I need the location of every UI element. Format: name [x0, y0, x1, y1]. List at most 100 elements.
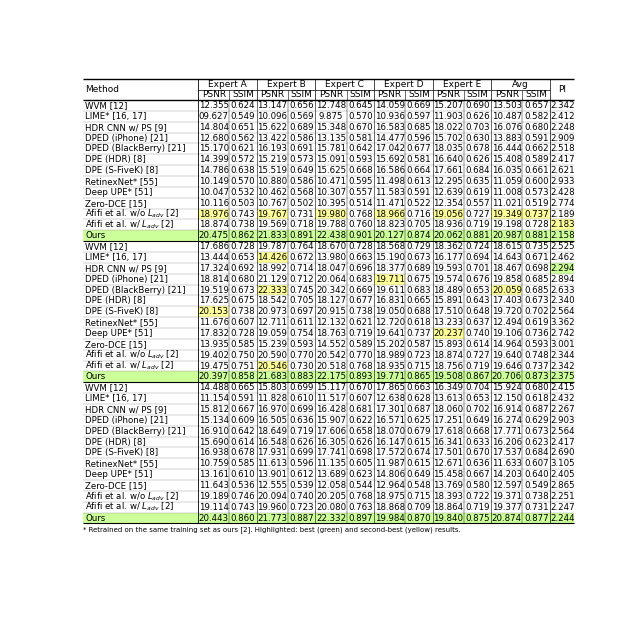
Text: 16.177: 16.177: [433, 253, 463, 262]
Text: 0.670: 0.670: [348, 384, 372, 392]
Text: 15.924: 15.924: [492, 384, 522, 392]
Text: LIME* [16, 17]: LIME* [16, 17]: [85, 394, 147, 403]
Text: 18.874: 18.874: [433, 351, 463, 359]
Text: 12.355: 12.355: [198, 101, 228, 110]
Text: 0.573: 0.573: [289, 156, 314, 164]
Text: 0.638: 0.638: [231, 166, 255, 175]
Text: 0.883: 0.883: [289, 372, 314, 382]
Text: 14.552: 14.552: [316, 340, 346, 349]
Text: 22.438: 22.438: [316, 231, 346, 240]
Text: 16.910: 16.910: [199, 427, 228, 436]
Text: 19.377: 19.377: [492, 503, 522, 512]
Bar: [464, 512, 492, 523]
Text: 2.865: 2.865: [550, 481, 575, 490]
Text: 0.587: 0.587: [406, 340, 431, 349]
Text: DPE (S-FiveK) [8]: DPE (S-FiveK) [8]: [85, 448, 159, 457]
Text: SSIM: SSIM: [349, 90, 371, 99]
Text: 12.671: 12.671: [433, 459, 463, 468]
Text: 10.767: 10.767: [257, 199, 287, 208]
Text: 0.760: 0.760: [348, 220, 372, 229]
Text: 0.624: 0.624: [231, 101, 255, 110]
Text: 2.933: 2.933: [550, 177, 575, 186]
Text: 18.989: 18.989: [374, 351, 404, 359]
Text: 2.428: 2.428: [550, 188, 575, 197]
Text: 15.812: 15.812: [198, 405, 228, 414]
Text: 10.149: 10.149: [199, 177, 228, 186]
Text: 13.901: 13.901: [257, 470, 287, 479]
Text: 0.648: 0.648: [465, 307, 490, 316]
Text: 0.719: 0.719: [465, 220, 490, 229]
Text: 0.736: 0.736: [524, 329, 548, 338]
Text: 15.458: 15.458: [433, 470, 463, 479]
Text: 17.931: 17.931: [257, 448, 287, 457]
Text: Afifi et al. w/o $L_{adv}$ [2]: Afifi et al. w/o $L_{adv}$ [2]: [85, 349, 180, 361]
Text: 21.833: 21.833: [257, 231, 287, 240]
Text: 0.582: 0.582: [524, 112, 548, 121]
Text: 0.612: 0.612: [289, 470, 314, 479]
Text: 19.960: 19.960: [257, 503, 287, 512]
Text: 17.865: 17.865: [374, 384, 404, 392]
Text: 14.804: 14.804: [198, 123, 228, 131]
Text: 18.823: 18.823: [374, 220, 404, 229]
Text: 2.462: 2.462: [550, 253, 575, 262]
Text: 12.680: 12.680: [198, 133, 228, 143]
Text: 19.711: 19.711: [374, 275, 404, 284]
Text: 0.677: 0.677: [348, 297, 372, 305]
Text: RetinexNet* [55]: RetinexNet* [55]: [85, 318, 158, 327]
Bar: [83, 512, 198, 523]
Text: 0.591: 0.591: [231, 394, 255, 403]
Text: 2.564: 2.564: [550, 427, 575, 436]
Text: 2.405: 2.405: [550, 470, 575, 479]
Text: 0.585: 0.585: [231, 340, 255, 349]
Text: HDR CNN w/ PS [9]: HDR CNN w/ PS [9]: [85, 123, 167, 131]
Text: 0.701: 0.701: [465, 264, 490, 273]
Text: PSNR: PSNR: [378, 90, 402, 99]
Text: 19.569: 19.569: [257, 220, 287, 229]
Text: 19.349: 19.349: [492, 210, 522, 218]
Text: 0.536: 0.536: [231, 481, 255, 490]
Text: 0.728: 0.728: [524, 220, 548, 229]
Text: 0.642: 0.642: [348, 144, 372, 154]
Text: 12.295: 12.295: [433, 177, 463, 186]
Text: DPED (BlackBerry) [21]: DPED (BlackBerry) [21]: [85, 286, 186, 295]
Text: 0.570: 0.570: [348, 112, 372, 121]
Text: 11.471: 11.471: [374, 199, 404, 208]
Text: DPED (BlackBerry) [21]: DPED (BlackBerry) [21]: [85, 427, 186, 436]
Text: 0.696: 0.696: [348, 264, 372, 273]
Text: 2.621: 2.621: [550, 166, 575, 175]
Bar: [433, 231, 464, 241]
Text: 13.161: 13.161: [198, 470, 228, 479]
Text: 0.750: 0.750: [231, 351, 255, 359]
Bar: [316, 512, 347, 523]
Text: 2.690: 2.690: [550, 448, 575, 457]
Text: 15.893: 15.893: [433, 340, 463, 349]
Text: 0.593: 0.593: [289, 340, 314, 349]
Text: 0.897: 0.897: [348, 514, 372, 523]
Text: 0.683: 0.683: [406, 286, 431, 295]
Text: 9.875: 9.875: [319, 112, 343, 121]
Text: 0.689: 0.689: [406, 264, 431, 273]
Text: 0.569: 0.569: [289, 112, 314, 121]
Text: 18.393: 18.393: [433, 492, 463, 501]
Text: 11.828: 11.828: [257, 394, 287, 403]
Text: Afifi et al. w/o $L_{adv}$ [2]: Afifi et al. w/o $L_{adv}$ [2]: [85, 208, 180, 220]
Text: 20.397: 20.397: [199, 372, 228, 382]
Bar: [83, 231, 198, 241]
Text: 0.619: 0.619: [524, 318, 548, 327]
Text: 19.056: 19.056: [433, 210, 463, 218]
Text: 18.649: 18.649: [257, 427, 287, 436]
Text: 0.679: 0.679: [406, 427, 431, 436]
Text: 20.546: 20.546: [257, 361, 287, 371]
Text: 15.190: 15.190: [374, 253, 404, 262]
Text: 0.688: 0.688: [406, 307, 431, 316]
Text: 0.719: 0.719: [465, 361, 490, 371]
Text: 0.727: 0.727: [465, 351, 490, 359]
Text: DPED (iPhone) [21]: DPED (iPhone) [21]: [85, 416, 168, 425]
Text: 19.771: 19.771: [374, 372, 404, 382]
Text: 0.568: 0.568: [289, 188, 314, 197]
Text: 18.975: 18.975: [374, 492, 404, 501]
Text: SSIM: SSIM: [291, 90, 312, 99]
Text: 0.668: 0.668: [348, 166, 372, 175]
Text: 0.626: 0.626: [465, 156, 490, 164]
Text: 16.970: 16.970: [257, 405, 287, 414]
